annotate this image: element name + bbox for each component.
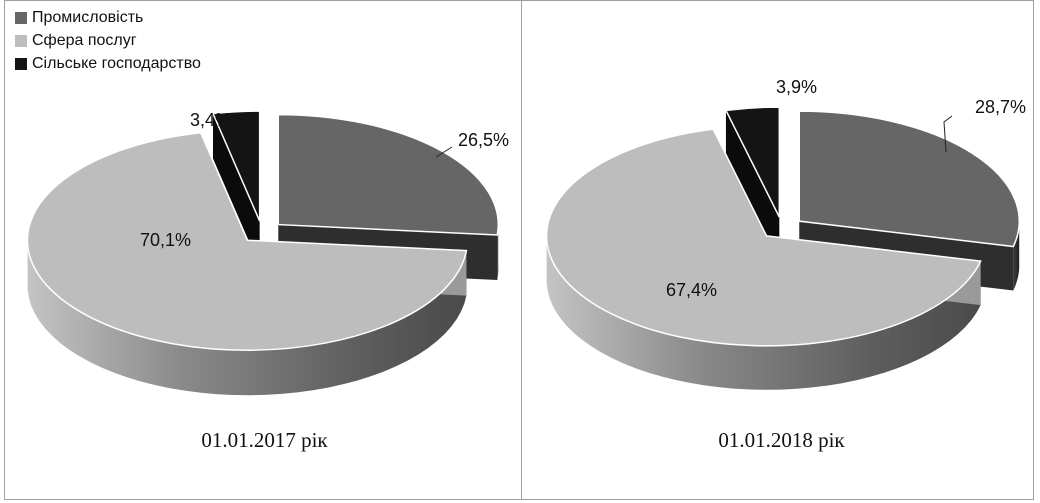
legend-label-services: Сфера послуг	[32, 32, 137, 49]
data-label-1-2: 3,9%	[776, 77, 817, 97]
chart-legend: Промисловість Сфера послуг Сільське госп…	[15, 6, 201, 75]
panel-divider	[521, 0, 522, 500]
pie-slice-1-0	[798, 110, 1020, 248]
legend-swatch-industry	[15, 11, 27, 24]
legend-label-industry: Промисловість	[32, 9, 144, 26]
pie-side-0-1	[27, 244, 467, 396]
pie-wall-0-2-0	[213, 113, 260, 267]
pie-side-1-0	[1013, 220, 1020, 291]
pie-wall-1-2-0	[725, 110, 780, 262]
legend-item-services: Сфера послуг	[15, 29, 201, 52]
data-label-0-0: 26,5%	[458, 130, 509, 150]
pie-side-1-1	[546, 237, 981, 390]
pie-slice-1-1	[545, 128, 982, 347]
pie-slice-0-0	[277, 113, 499, 236]
legend-swatch-agriculture	[15, 57, 27, 70]
pie-slice-0-1	[26, 131, 468, 351]
pie-slice-0-2	[211, 110, 261, 222]
data-label-1-1: 67,4%	[666, 280, 717, 300]
legend-label-agriculture: Сільське господарство	[32, 55, 201, 72]
pie-slice-1-2	[724, 106, 781, 218]
legend-item-industry: Промисловість	[15, 6, 201, 29]
legend-swatch-services	[15, 34, 27, 47]
leader-line-1-0	[943, 115, 953, 153]
chart-caption-2017: 01.01.2017 рік	[201, 428, 328, 452]
chart-frame	[4, 0, 1034, 500]
pie-side-0-0	[497, 222, 499, 280]
legend-item-agriculture: Сільське господарство	[15, 52, 201, 75]
pie-chart-1: 28,7% 67,4% 3,9%	[545, 77, 1026, 390]
chart-caption-2018: 01.01.2018 рік	[718, 428, 845, 452]
data-label-0-2: 3,4%	[190, 110, 231, 130]
data-label-0-1: 70,1%	[140, 230, 191, 250]
pie-chart-0: 26,5% 70,1% 3,4%	[26, 110, 509, 396]
leader-line-0-0	[435, 146, 453, 158]
data-label-1-0: 28,7%	[975, 97, 1026, 117]
